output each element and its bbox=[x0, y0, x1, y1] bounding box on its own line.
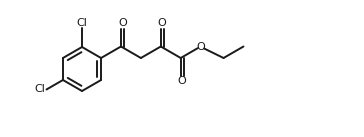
Text: Cl: Cl bbox=[76, 18, 87, 28]
Text: Cl: Cl bbox=[35, 85, 46, 95]
Text: O: O bbox=[178, 76, 186, 86]
Text: O: O bbox=[158, 18, 167, 28]
Text: O: O bbox=[118, 18, 127, 28]
Text: O: O bbox=[196, 42, 205, 52]
